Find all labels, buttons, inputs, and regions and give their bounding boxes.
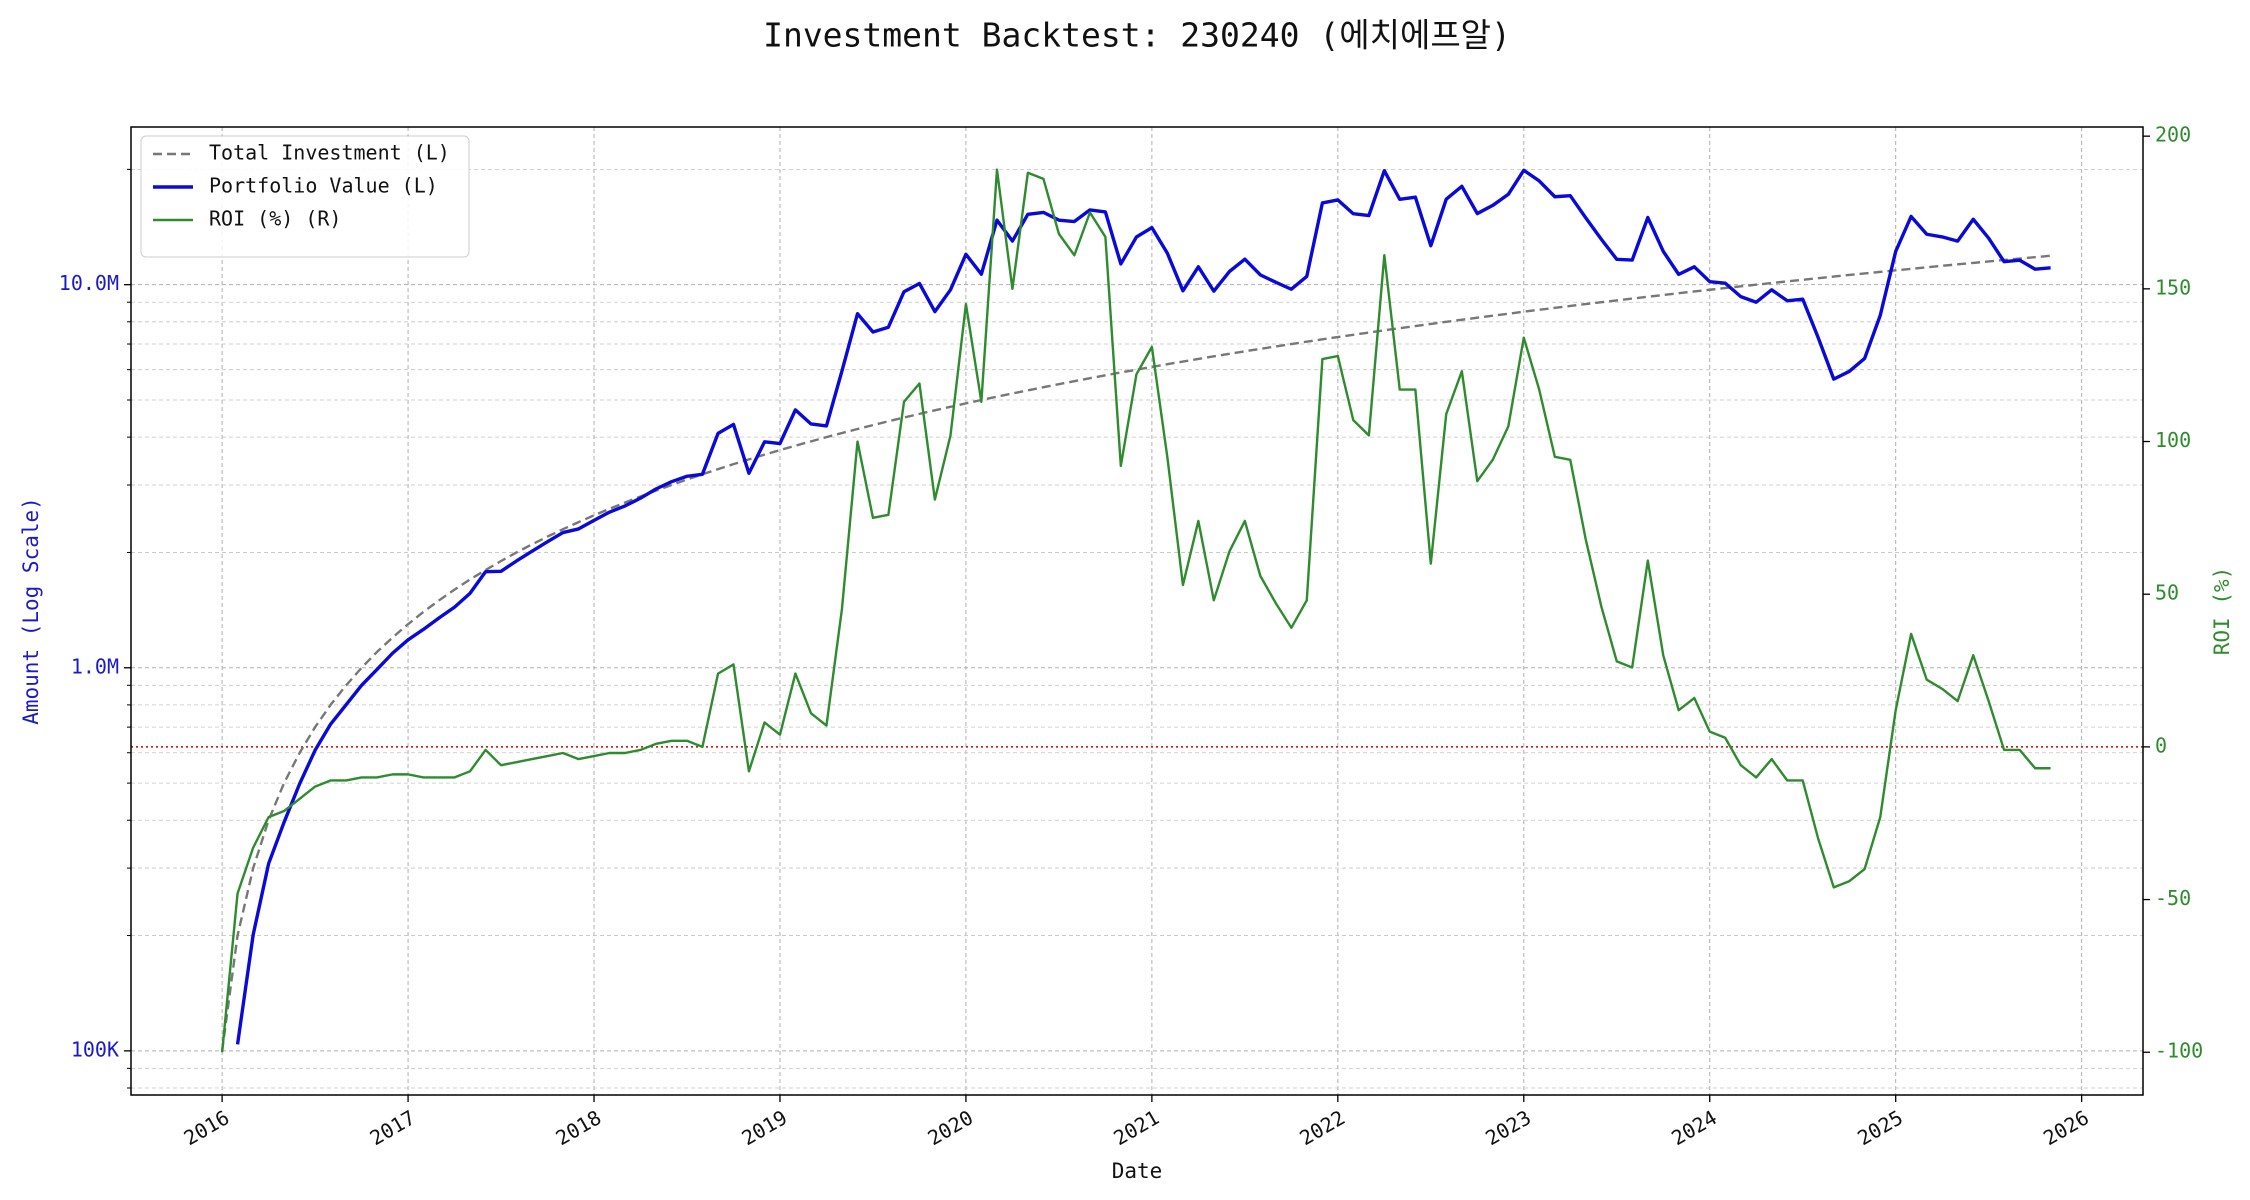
- legend-label: ROI (%) (R): [209, 207, 341, 231]
- legend: Total Investment (L) Portfolio Value (L) R…: [140, 135, 470, 258]
- series-line: [220, 168, 2051, 1053]
- legend-label: Total Investment (L): [209, 141, 450, 165]
- y2-tick-label: 50: [2155, 581, 2179, 605]
- x-axis-label: Date: [1112, 1159, 1163, 1183]
- series-line: [220, 254, 2051, 1052]
- y-tick-label: 10.0M: [59, 271, 119, 295]
- y2-tick-label: -100: [2155, 1039, 2203, 1063]
- y2-tick-label: -50: [2155, 886, 2191, 910]
- plot-lines: [131, 168, 2143, 1053]
- y2-axis-label: ROI (%): [2210, 567, 2234, 656]
- y2-tick-label: 150: [2155, 275, 2191, 299]
- y-tick-label: 1.0M: [71, 654, 119, 678]
- legend-box: [140, 135, 470, 258]
- y-axis-label: Amount (Log Scale): [19, 497, 43, 725]
- y2-tick-label: 0: [2155, 733, 2167, 757]
- legend-label: Portfolio Value (L): [209, 174, 438, 198]
- chart-title: Investment Backtest: 230240 (에치에프알): [763, 16, 1511, 55]
- y2-tick-label: 100: [2155, 428, 2191, 452]
- series-line: [235, 168, 2051, 1045]
- y-tick-label: 100K: [71, 1037, 119, 1061]
- grid: [131, 127, 2143, 1095]
- plot-frame: [130, 126, 2144, 1096]
- y2-tick-label: 200: [2155, 123, 2191, 147]
